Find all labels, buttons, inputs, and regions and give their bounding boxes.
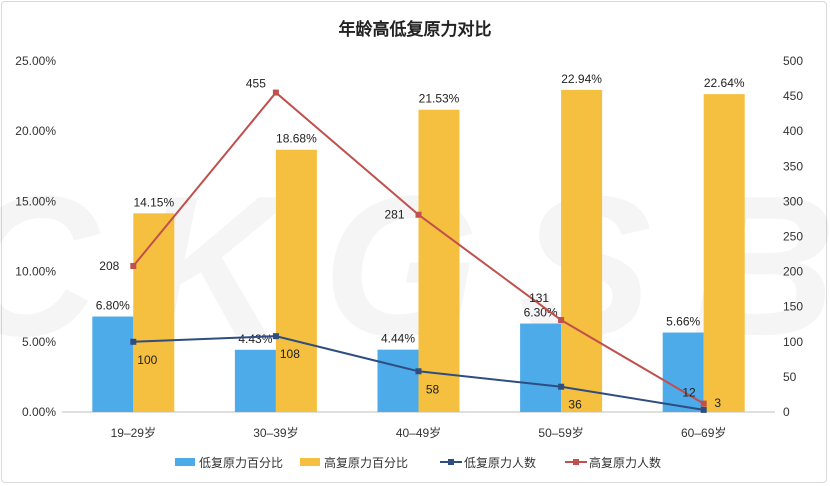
line-marker [558,317,565,324]
line-data-label: 12 [682,386,696,400]
legend-item-0: 低复原力百分比 [175,456,283,470]
bar-data-label: 18.68% [276,132,317,146]
right-tick-label: 100 [783,335,803,349]
bar-data-label: 6.80% [96,299,130,313]
right-tick-label: 400 [783,124,803,138]
line-data-label: 455 [246,77,266,91]
bar-low [234,349,276,412]
line-data-label: 108 [280,347,300,361]
legend-item-1: 高复原力百分比 [300,455,408,470]
line-data-label: 100 [137,353,157,367]
legend-swatch [175,458,195,466]
bar-data-label: 4.43% [238,332,272,346]
right-tick-label: 150 [783,300,803,314]
line-marker [415,211,422,218]
legend-label: 高复原力百分比 [324,455,408,470]
legend-marker [573,459,579,465]
x-tick-label: 40–49岁 [396,425,441,440]
chart-title: 年龄高低复原力对比 [339,19,492,39]
x-tick-label: 60–69岁 [681,425,726,440]
line-data-label: 36 [568,398,582,412]
line-data-label: 3 [714,396,721,410]
bar-high [275,149,317,413]
line-marker [700,400,707,407]
legend-label: 低复原力百分比 [199,456,283,470]
bar-data-label: 6.30% [524,306,558,320]
line-marker [272,333,279,340]
bar-data-label: 14.15% [133,195,174,209]
x-tick-label: 50–59岁 [538,425,583,440]
bar-high [133,213,175,412]
bar-data-label: 4.44% [381,332,415,346]
right-tick-label: 50 [783,370,797,384]
line-data-label: 208 [99,259,119,273]
left-tick-label: 10.00% [15,265,56,279]
right-tick-label: 200 [783,265,803,279]
line-data-label: 281 [384,208,404,222]
bar-high [561,89,603,413]
legend-marker [448,459,454,465]
right-tick-label: 300 [783,194,803,208]
right-tick-label: 350 [783,159,803,173]
bar-data-label: 22.94% [561,72,602,86]
left-tick-label: 20.00% [15,124,56,138]
legend-label: 低复原力人数 [464,455,536,470]
x-tick-label: 19–29岁 [111,425,156,440]
bar-data-label: 22.64% [704,76,745,90]
line-marker [130,338,137,345]
left-tick-label: 0.00% [22,405,56,419]
left-tick-label: 25.00% [15,54,56,68]
right-tick-label: 500 [783,54,803,68]
line-data-label: 131 [529,291,549,305]
bar-low [520,323,562,412]
bar-high [703,94,745,412]
bar-data-label: 5.66% [666,315,700,329]
line-marker [272,89,279,96]
legend-swatch [300,458,320,466]
bar-high [418,109,460,412]
left-tick-label: 5.00% [22,335,56,349]
line-marker [415,368,422,375]
x-tick-label: 30–39岁 [253,425,298,440]
bar-low [92,316,134,412]
line-marker [558,383,565,390]
line-data-label: 58 [426,382,440,396]
right-tick-label: 450 [783,89,803,103]
right-tick-label: 0 [783,405,790,419]
legend-item-2: 低复原力人数 [440,455,536,470]
line-marker [130,262,137,269]
right-tick-label: 250 [783,230,803,244]
legend-item-3: 高复原力人数 [565,455,661,470]
line-marker [700,406,707,413]
legend-label: 高复原力人数 [589,455,661,470]
bar-low [377,349,419,412]
bar-data-label: 21.53% [419,92,460,106]
left-tick-label: 15.00% [15,194,56,208]
